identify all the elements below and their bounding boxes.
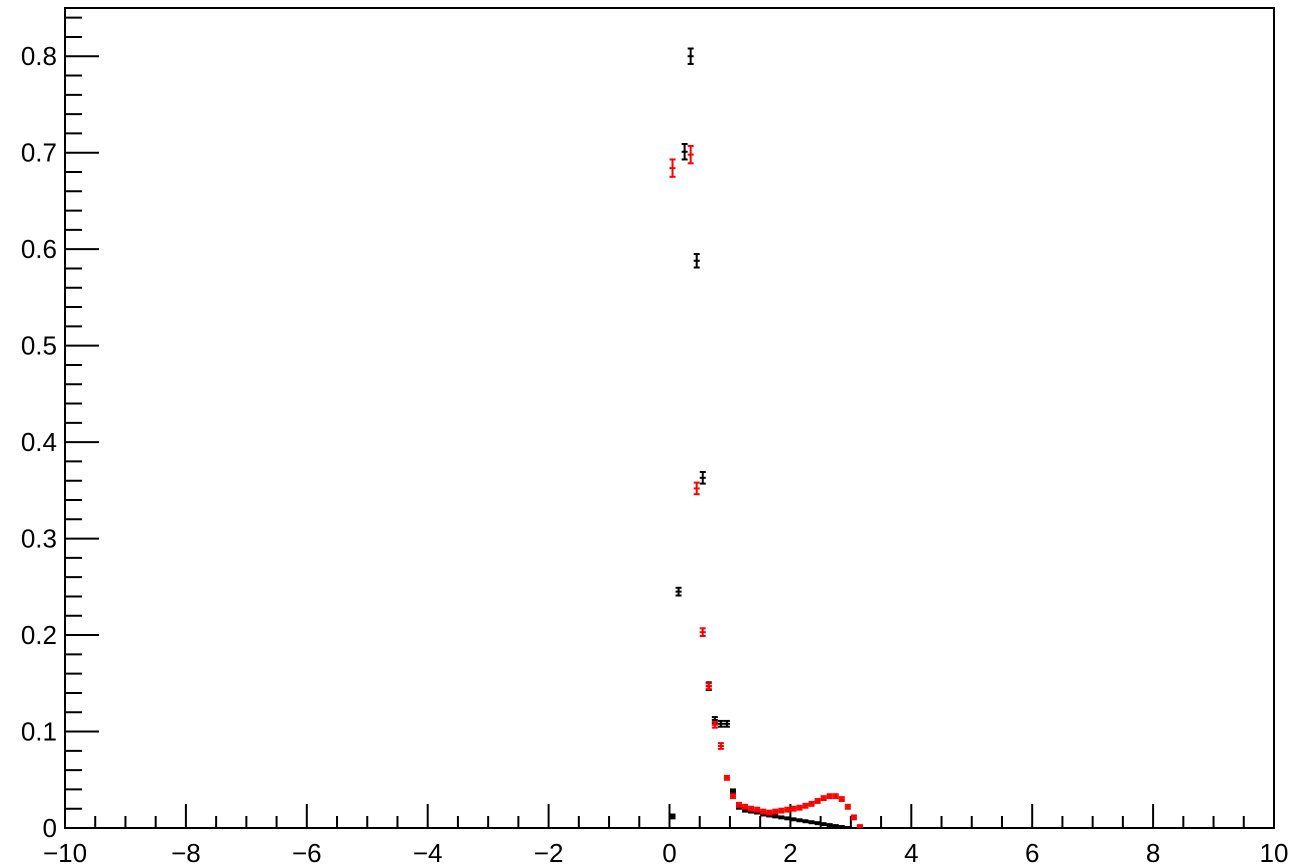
data-point: [814, 821, 821, 826]
data-point: [844, 803, 851, 810]
data-point: [796, 818, 803, 823]
y-tick-label: 0.3: [21, 524, 57, 554]
data-point: [820, 822, 827, 827]
data-point: [766, 809, 773, 816]
y-tick-label: 0.6: [21, 234, 57, 264]
data-point: [808, 800, 815, 807]
x-tick-label: 4: [904, 838, 918, 866]
data-point: [802, 819, 809, 824]
x-tick-label: −6: [292, 838, 322, 866]
data-point: [838, 825, 845, 829]
data-point: [778, 815, 785, 820]
data-point: [790, 805, 797, 812]
data-point: [693, 253, 700, 269]
data-point: [681, 143, 688, 161]
x-tick-label: 10: [1260, 838, 1289, 866]
data-point: [790, 817, 797, 822]
data-point: [856, 824, 863, 829]
x-tick-label: −4: [413, 838, 443, 866]
data-point: [832, 793, 839, 800]
data-point: [820, 795, 827, 802]
series-1: [669, 144, 863, 829]
plot-frame: [64, 7, 1275, 829]
data-point: [784, 806, 791, 813]
data-point: [717, 719, 724, 728]
data-point: [838, 796, 845, 802]
data-point: [717, 742, 724, 750]
data-point: [742, 803, 749, 810]
data-point: [844, 826, 851, 829]
x-tick-label: 6: [1025, 838, 1039, 866]
series-0: [669, 47, 851, 829]
data-point: [687, 47, 694, 65]
y-axis: 0 0.1 0.2 0.3 0.4 0.5 0.6 0.7 0.8: [21, 16, 99, 843]
data-point: [772, 808, 779, 815]
x-tick-label: −8: [171, 838, 201, 866]
data-point: [669, 813, 676, 820]
data-point: [675, 586, 682, 597]
data-point: [796, 804, 803, 811]
y-tick-label: 0.5: [21, 331, 57, 361]
x-tick-label: 2: [783, 838, 797, 866]
data-point: [687, 144, 694, 165]
data-point: [723, 774, 730, 781]
data-point: [826, 793, 833, 800]
y-tick-label: 0: [43, 813, 57, 843]
data-point: [729, 788, 736, 795]
x-axis: −10 −8 −6 −4 −2 0 2 4 6 8 10: [43, 804, 1289, 866]
data-point: [693, 481, 700, 496]
data-point: [850, 814, 857, 821]
y-tick-label: 0.4: [21, 427, 57, 457]
data-point: [802, 802, 809, 809]
series-layer: [669, 47, 863, 829]
data-point: [772, 814, 779, 819]
data-point: [748, 805, 755, 812]
data-point: [832, 824, 839, 829]
x-tick-label: −10: [43, 838, 87, 866]
data-point: [778, 807, 785, 814]
x-tick-label: 0: [662, 838, 676, 866]
data-point: [754, 806, 761, 813]
data-point: [711, 720, 718, 729]
data-point: [669, 158, 676, 178]
x-tick-label: 8: [1146, 838, 1160, 866]
data-point: [705, 682, 712, 691]
y-tick-label: 0.7: [21, 138, 57, 168]
data-point: [723, 719, 730, 728]
data-point: [699, 627, 706, 638]
y-tick-label: 0.1: [21, 717, 57, 747]
y-tick-label: 0.2: [21, 620, 57, 650]
y-tick-label: 0.8: [21, 41, 57, 71]
data-point: [729, 793, 736, 800]
data-point: [808, 820, 815, 825]
data-point: [760, 808, 767, 815]
data-point: [826, 823, 833, 828]
x-tick-label: −2: [534, 838, 564, 866]
data-point: [784, 816, 791, 821]
data-point: [735, 801, 743, 808]
data-point: [699, 471, 706, 485]
data-point: [814, 798, 821, 804]
